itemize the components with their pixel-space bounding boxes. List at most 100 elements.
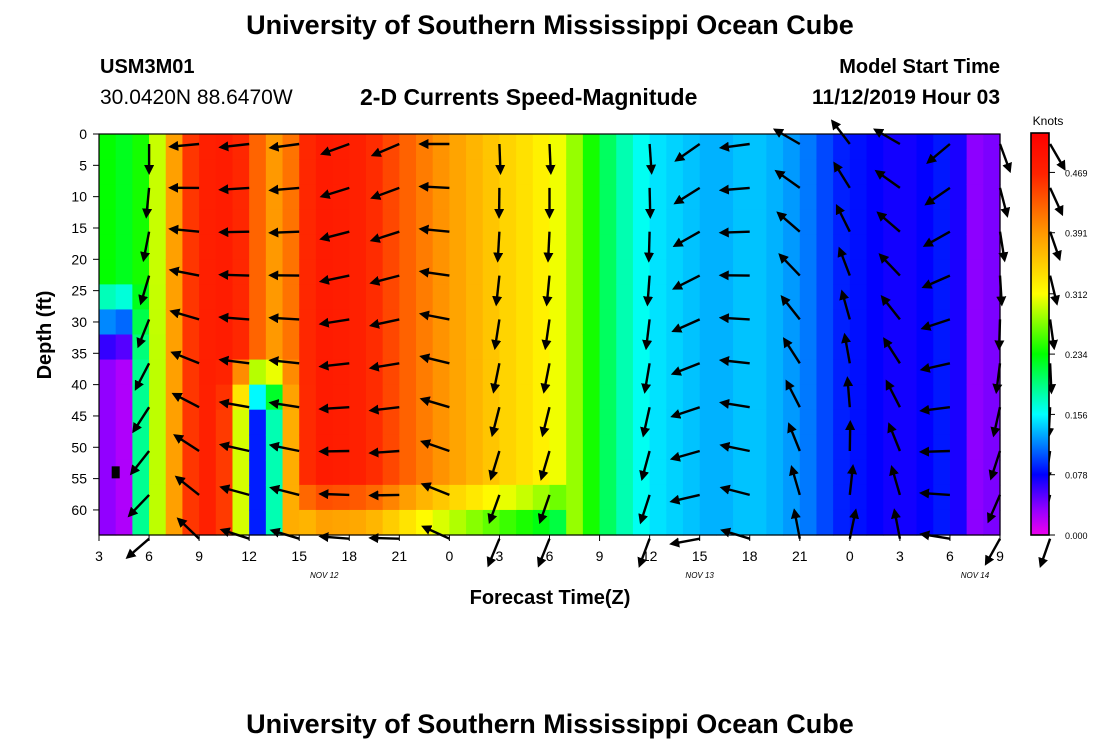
heatmap-cell — [399, 434, 417, 461]
heatmap-cell — [249, 184, 267, 210]
heatmap-cell — [549, 184, 567, 210]
heatmap-cell — [265, 409, 284, 436]
heatmap-cell — [299, 159, 317, 185]
heatmap-cell — [966, 334, 984, 361]
heatmap-cell — [382, 284, 400, 311]
station-id: USM3M01 — [100, 56, 195, 78]
heatmap-cell — [716, 409, 734, 436]
heatmap-cell — [99, 259, 117, 285]
heatmap-cell — [99, 184, 117, 210]
heatmap-cell — [549, 259, 567, 285]
heatmap-cell — [182, 209, 200, 235]
current-vector — [218, 269, 250, 280]
current-vector — [669, 493, 700, 505]
heatmap-cell — [549, 359, 567, 386]
heatmap-cell — [149, 509, 167, 536]
heatmap-cell — [899, 409, 918, 436]
heatmap-cell — [399, 259, 417, 285]
heatmap-cell — [132, 159, 150, 185]
heatmap-cell — [733, 209, 751, 235]
heatmap-cell — [749, 234, 768, 260]
heatmap-cell — [949, 384, 968, 411]
heatmap-cell — [282, 384, 300, 411]
heatmap-cell — [749, 359, 768, 386]
heatmap-cell — [265, 234, 284, 260]
current-vector — [637, 538, 651, 568]
x-axis-label: Forecast Time(Z) — [470, 587, 631, 609]
heatmap-cell — [282, 484, 300, 511]
heatmap-cell — [966, 134, 984, 160]
heatmap-cell — [365, 359, 384, 386]
heatmap-cell — [299, 134, 317, 160]
heatmap-cell — [249, 284, 267, 311]
heatmap-cell — [949, 434, 968, 461]
heatmap-cell — [866, 259, 884, 285]
heatmap-cell — [899, 284, 918, 311]
heatmap-cell — [616, 234, 634, 260]
grid-point-marker — [111, 466, 120, 479]
heatmap-cell — [532, 384, 551, 411]
heatmap-cell — [632, 209, 651, 235]
heatmap-cell — [199, 284, 217, 311]
heatmap-cell — [983, 384, 1001, 411]
heatmap-cell — [382, 234, 400, 260]
heatmap-cell — [849, 284, 868, 311]
heatmap-cell — [699, 334, 717, 361]
heatmap-cell — [332, 159, 350, 185]
heatmap-cell — [849, 159, 868, 185]
colorbar-tick-label: 0.469 — [1065, 168, 1088, 178]
heatmap-cell — [949, 134, 968, 160]
heatmap-cell — [833, 184, 851, 210]
heatmap-cell — [399, 484, 417, 511]
current-vector — [542, 275, 553, 307]
heatmap-cell — [866, 184, 884, 210]
heatmap-cell — [516, 384, 534, 411]
x-tick-label: 6 — [546, 548, 554, 564]
current-vector — [883, 337, 901, 364]
current-vector — [984, 538, 1002, 566]
heatmap-cell — [666, 184, 684, 210]
heatmap-cell — [115, 159, 133, 185]
date-label: NOV 12 — [310, 571, 339, 580]
heatmap-cell — [916, 484, 934, 511]
heatmap-cell — [949, 359, 968, 386]
heatmap-cell — [449, 209, 467, 235]
x-tick-label: 15 — [692, 548, 708, 564]
heatmap-cell — [249, 134, 267, 160]
heatmap-cell — [516, 509, 534, 536]
heatmap-cell — [666, 159, 684, 185]
heatmap-cell — [849, 484, 868, 511]
heatmap-cell — [649, 384, 667, 411]
heatmap-cell — [599, 509, 617, 536]
heatmap-cell — [716, 284, 734, 311]
heatmap-cell — [332, 459, 350, 486]
heatmap-cell — [616, 184, 634, 210]
heatmap-cell — [933, 434, 951, 461]
heatmap-cell — [616, 259, 634, 285]
current-vector — [787, 422, 801, 452]
heatmap-cell — [833, 509, 851, 536]
heatmap-cell — [132, 134, 150, 160]
current-vector — [646, 143, 657, 175]
current-vector — [919, 362, 951, 373]
current-vector — [318, 403, 350, 414]
heatmap-cell — [699, 409, 717, 436]
heatmap-cell — [816, 359, 834, 386]
heatmap-cell — [265, 184, 284, 210]
heatmap-cell — [182, 134, 200, 160]
heatmap-cell — [599, 334, 617, 361]
current-vector — [176, 517, 200, 540]
heatmap-cell — [816, 134, 834, 160]
heatmap-cell — [466, 259, 484, 285]
heatmap-cell — [182, 509, 200, 536]
heatmap-cell — [99, 459, 117, 486]
heatmap-cell — [749, 184, 768, 210]
heatmap-cell — [132, 384, 150, 411]
heatmap-cell — [616, 384, 634, 411]
heatmap-cell — [866, 309, 884, 336]
heatmap-cell — [949, 309, 968, 336]
heatmap-cell — [115, 134, 133, 160]
current-vector — [368, 404, 400, 415]
heatmap-cell — [516, 334, 534, 361]
